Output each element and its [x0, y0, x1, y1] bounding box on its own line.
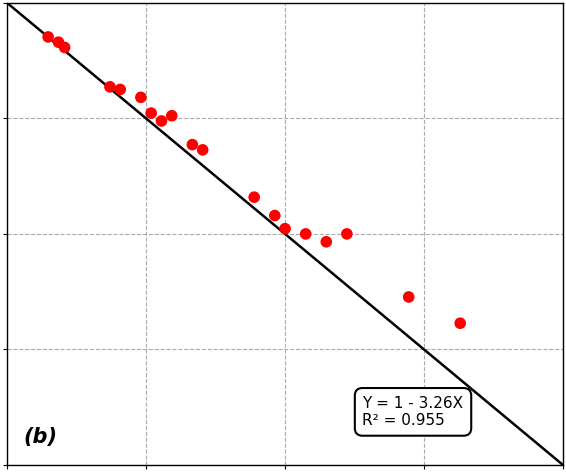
Point	[250, 194, 259, 201]
Point	[147, 110, 156, 117]
Point	[167, 112, 176, 119]
Point	[321, 238, 331, 245]
Text: (b): (b)	[24, 427, 58, 447]
Point	[115, 86, 125, 93]
Point	[60, 43, 69, 51]
Point	[270, 212, 279, 219]
Point	[157, 117, 166, 125]
Text: Y = 1 - 3.26X
R² = 0.955: Y = 1 - 3.26X R² = 0.955	[362, 396, 464, 428]
Point	[342, 230, 351, 238]
Point	[404, 293, 413, 301]
Point	[136, 93, 145, 101]
Point	[105, 83, 114, 91]
Point	[44, 33, 53, 41]
Point	[456, 320, 465, 327]
Point	[301, 230, 310, 238]
Point	[281, 225, 290, 232]
Point	[198, 146, 207, 154]
Point	[54, 38, 63, 46]
Point	[188, 141, 197, 148]
